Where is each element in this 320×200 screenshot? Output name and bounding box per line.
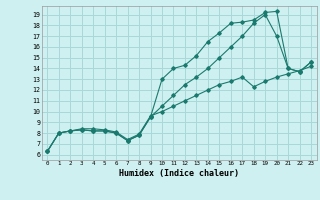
X-axis label: Humidex (Indice chaleur): Humidex (Indice chaleur) [119,169,239,178]
